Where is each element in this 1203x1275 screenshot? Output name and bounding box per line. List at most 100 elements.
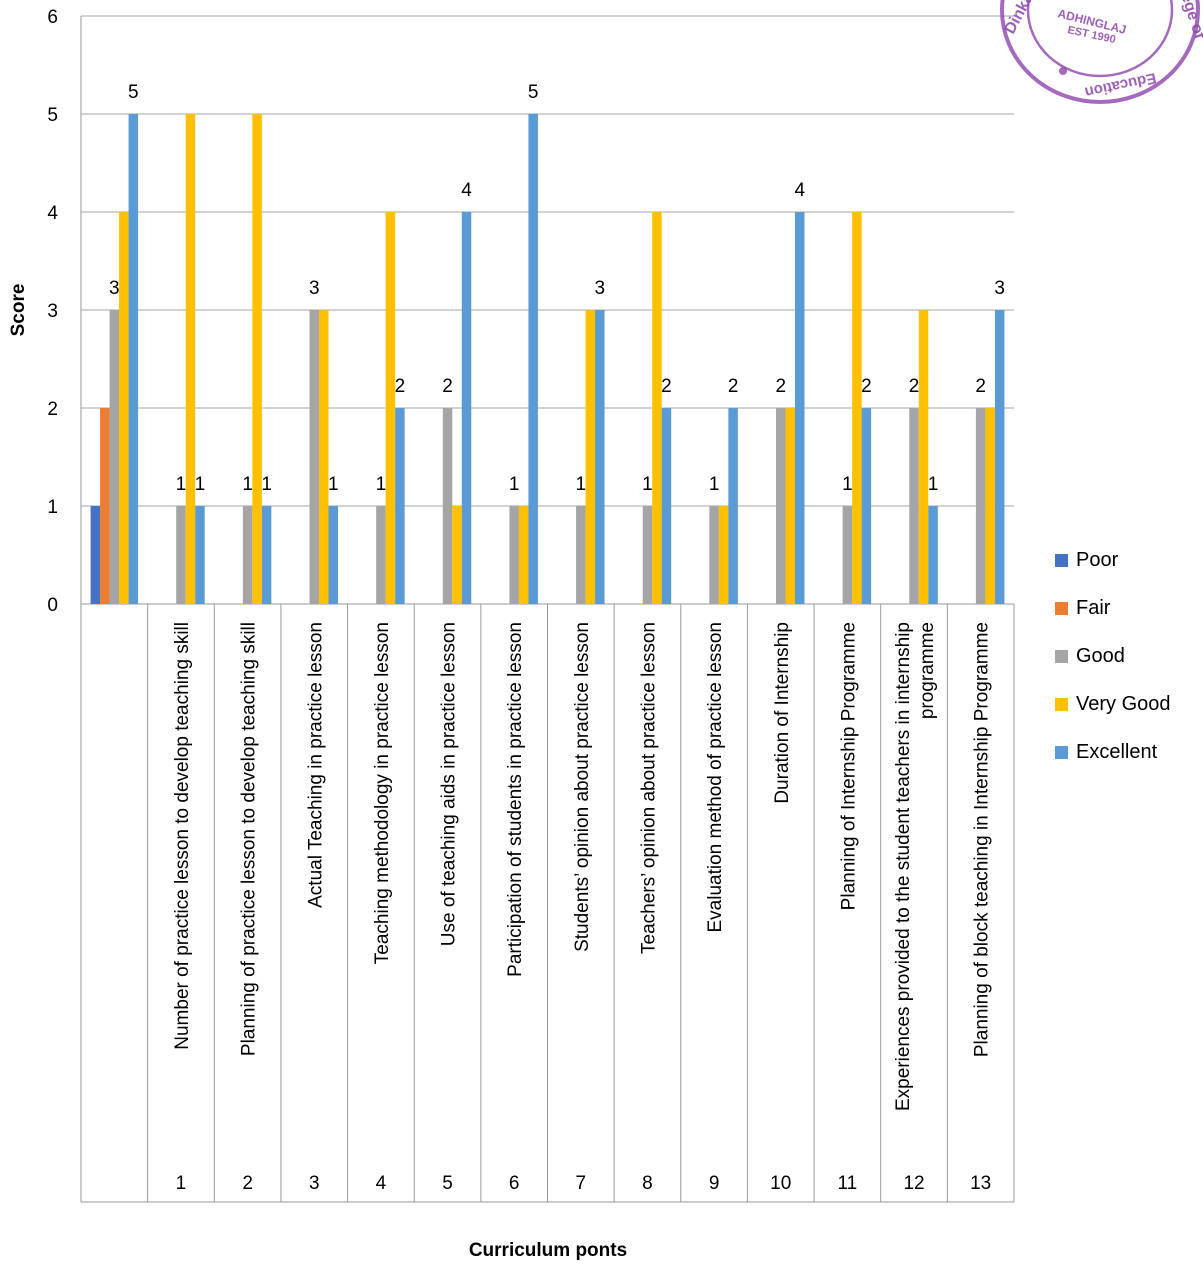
- bar-poor: [91, 506, 101, 604]
- bar-very-good: [852, 212, 862, 604]
- bar-excellent: [462, 212, 472, 604]
- data-label: 4: [461, 180, 472, 201]
- data-label: 1: [842, 474, 853, 495]
- data-label: 2: [861, 376, 872, 397]
- legend-label: Poor: [1076, 549, 1118, 572]
- bar-good: [843, 506, 853, 604]
- data-label: 4: [794, 180, 805, 201]
- category-label: Planning of block teaching in Internship…: [972, 622, 993, 1057]
- data-label: 1: [709, 474, 720, 495]
- category-label: Teaching methodology in practice lesson: [372, 622, 393, 964]
- bar-good: [509, 506, 519, 604]
- category-number: 7: [576, 1173, 587, 1194]
- legend-swatch: [1055, 746, 1068, 759]
- category-label: Participation of students in practice le…: [505, 622, 526, 977]
- bar-very-good: [786, 408, 796, 604]
- category-label-line: Planning of Internship Programme: [838, 622, 859, 910]
- category-label-line: Experiences provided to the student teac…: [893, 622, 914, 1111]
- data-label: 1: [195, 474, 206, 495]
- stamp-dot: [1059, 67, 1067, 75]
- bar-very-good: [119, 212, 129, 604]
- bar-excellent: [928, 506, 938, 604]
- data-label: 2: [442, 376, 453, 397]
- y-tick-label: 5: [47, 105, 58, 126]
- data-label: 3: [994, 278, 1005, 299]
- bar-good: [176, 506, 186, 604]
- y-tick-label: 3: [47, 301, 58, 322]
- data-label: 3: [309, 278, 320, 299]
- legend-label: Fair: [1076, 597, 1110, 620]
- data-label: 5: [128, 82, 139, 103]
- category-number: 10: [770, 1173, 791, 1194]
- legend-swatch: [1055, 554, 1068, 567]
- category-label: Number of practice lesson to develop tea…: [172, 622, 193, 1050]
- x-axis-title: Curriculum ponts: [469, 1240, 627, 1261]
- category-label-line: Evaluation method of practice lesson: [705, 622, 726, 933]
- bar-very-good: [252, 114, 262, 604]
- legend-item: Very Good: [1055, 680, 1171, 728]
- bar-very-good: [919, 310, 929, 604]
- category-label-line: Duration of Internship: [772, 622, 793, 804]
- institution-stamp: DinkarADHINGLAJEST 1990ege ofEducation: [985, 0, 1203, 105]
- category-label: Planning of practice lesson to develop t…: [239, 622, 260, 1056]
- bar-excellent: [129, 114, 139, 604]
- category-number: 2: [242, 1173, 253, 1194]
- category-label-line: Use of teaching aids in practice lesson: [439, 622, 460, 946]
- category-label: Use of teaching aids in practice lesson: [439, 622, 460, 946]
- legend-item: Poor: [1055, 536, 1171, 584]
- data-label: 1: [576, 474, 587, 495]
- legend-swatch: [1055, 698, 1068, 711]
- category-labels: 1 Number of practice lesson to develop te…: [172, 622, 993, 1194]
- bar-very-good: [319, 310, 329, 604]
- bar-very-good: [186, 114, 196, 604]
- category-label: Planning of Internship Programme: [838, 622, 859, 910]
- bar-very-good: [985, 408, 995, 604]
- category-label-line: Teachers’ opinion about practice lesson: [638, 622, 659, 954]
- category-number: 4: [376, 1173, 387, 1194]
- bar-good: [576, 506, 586, 604]
- bar-good: [909, 408, 919, 604]
- data-label: 2: [975, 376, 986, 397]
- bar-very-good: [386, 212, 396, 604]
- data-label: 1: [376, 474, 387, 495]
- bar-good: [243, 506, 253, 604]
- bar-good: [776, 408, 786, 604]
- data-label: 2: [775, 376, 786, 397]
- category-label: Students’ opinion about practice lesson: [572, 622, 593, 952]
- data-label: 2: [395, 376, 406, 397]
- bar-excellent: [262, 506, 272, 604]
- category-number: 3: [309, 1173, 320, 1194]
- category-number: 12: [903, 1173, 924, 1194]
- y-tick-label: 0: [47, 595, 58, 616]
- bar-excellent: [595, 310, 605, 604]
- legend-swatch: [1055, 650, 1068, 663]
- bar-very-good: [586, 310, 596, 604]
- bar-good: [443, 408, 453, 604]
- bar-excellent: [995, 310, 1005, 604]
- bar-very-good: [519, 506, 529, 604]
- stamp-text: Dinkar: [1002, 0, 1040, 37]
- category-label-line: Students’ opinion about practice lesson: [572, 622, 593, 952]
- bar-very-good: [719, 506, 729, 604]
- legend-label: Good: [1076, 645, 1125, 668]
- category-number: 9: [709, 1173, 720, 1194]
- category-label-line: Planning of practice lesson to develop t…: [239, 622, 260, 1056]
- bar-very-good: [452, 506, 462, 604]
- category-table: [81, 604, 1014, 1202]
- bar-excellent: [795, 212, 805, 604]
- category-label: Duration of Internship: [772, 622, 793, 804]
- y-axis-title: Score: [8, 284, 29, 337]
- category-number: 11: [838, 1173, 858, 1194]
- category-label-line: Planning of block teaching in Internship…: [972, 622, 993, 1057]
- category-number: 1: [176, 1173, 187, 1194]
- bar-excellent: [395, 408, 405, 604]
- data-label: 2: [909, 376, 920, 397]
- category-number: 6: [509, 1173, 520, 1194]
- y-axis-ticks: 0123456: [47, 7, 58, 616]
- category-label-line: Teaching methodology in practice lesson: [372, 622, 393, 964]
- bar-excellent: [528, 114, 538, 604]
- data-label: 3: [109, 278, 120, 299]
- y-tick-label: 6: [47, 7, 58, 28]
- stamp-seal: DinkarADHINGLAJEST 1990ege ofEducation: [1002, 0, 1203, 102]
